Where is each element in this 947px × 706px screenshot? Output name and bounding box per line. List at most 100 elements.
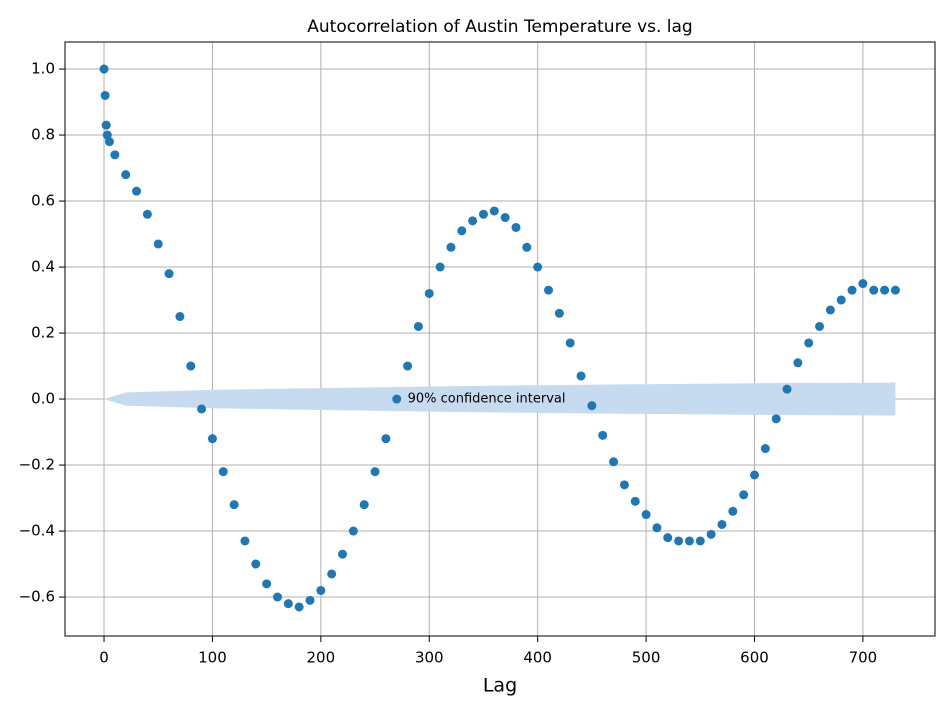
point [815, 321, 825, 331]
x-tick-label: 500 [632, 649, 661, 667]
point [99, 64, 109, 74]
y-tick-label: 0.2 [31, 324, 55, 342]
point [717, 519, 727, 529]
point [652, 523, 662, 533]
point [619, 480, 629, 490]
point [207, 434, 217, 444]
y-tick-label: 1.0 [31, 60, 55, 78]
point [760, 444, 770, 454]
y-tick-label: −0.2 [19, 456, 55, 474]
point [749, 470, 759, 480]
point [424, 288, 434, 298]
point [869, 285, 879, 295]
point [500, 213, 510, 223]
point [272, 592, 282, 602]
x-tick-label: 600 [740, 649, 769, 667]
y-tick-label: 0.6 [31, 192, 55, 210]
point [197, 404, 207, 414]
point [825, 305, 835, 315]
y-tick-label: 0.0 [31, 390, 55, 408]
point [403, 361, 413, 371]
point [598, 430, 608, 440]
point [164, 269, 174, 279]
point [392, 394, 402, 404]
point [641, 510, 651, 520]
point [294, 602, 304, 612]
x-tick-label: 200 [307, 649, 336, 667]
point [554, 308, 564, 318]
point [858, 279, 868, 289]
point [804, 338, 814, 348]
point [381, 434, 391, 444]
point [100, 90, 110, 100]
x-tick-label: 100 [198, 649, 227, 667]
point [175, 312, 185, 322]
point [132, 186, 142, 196]
x-axis-label: Lag [483, 675, 517, 697]
point [576, 371, 586, 381]
point [348, 526, 358, 536]
point [121, 170, 131, 180]
point [478, 209, 488, 219]
y-tick-label: 0.4 [31, 258, 55, 276]
chart-title: Autocorrelation of Austin Temperature vs… [307, 17, 692, 37]
point [663, 533, 673, 543]
point [609, 457, 619, 467]
point [186, 361, 196, 371]
point [587, 401, 597, 411]
point [630, 496, 640, 506]
point [544, 285, 554, 295]
point [327, 569, 337, 579]
point [890, 285, 900, 295]
point [104, 137, 114, 147]
point [793, 358, 803, 368]
point [695, 536, 705, 546]
point [457, 226, 467, 236]
point [435, 262, 445, 272]
point [110, 150, 120, 160]
y-tick-label: −0.4 [19, 522, 55, 540]
point [262, 579, 272, 589]
point [468, 216, 478, 226]
confidence-band [104, 382, 896, 416]
point [522, 242, 532, 252]
band-label: 90% confidence interval [408, 392, 566, 407]
x-tick-label: 400 [523, 649, 552, 667]
point [153, 239, 163, 249]
point [782, 384, 792, 394]
plot-frame [64, 41, 936, 637]
point [338, 549, 348, 559]
point [142, 209, 152, 219]
point [229, 500, 239, 510]
point [674, 536, 684, 546]
point [880, 285, 890, 295]
point [251, 559, 261, 569]
x-tick-label: 700 [849, 649, 878, 667]
point [836, 295, 846, 305]
point [533, 262, 543, 272]
point [511, 222, 521, 232]
point [565, 338, 575, 348]
point [305, 595, 315, 605]
point [218, 467, 228, 477]
point [728, 506, 738, 516]
x-tick-label: 300 [415, 649, 444, 667]
point [101, 120, 111, 130]
point [706, 529, 716, 539]
point [446, 242, 456, 252]
y-tick-label: −0.6 [19, 588, 55, 606]
point [489, 206, 499, 216]
point [370, 467, 380, 477]
point [316, 585, 326, 595]
point [847, 285, 857, 295]
point [240, 536, 250, 546]
point [283, 599, 293, 609]
point [771, 414, 781, 424]
point [359, 500, 369, 510]
y-tick-label: 0.8 [31, 126, 55, 144]
point [684, 536, 694, 546]
x-tick-label: 0 [99, 649, 109, 667]
point [413, 321, 423, 331]
point [739, 490, 749, 500]
